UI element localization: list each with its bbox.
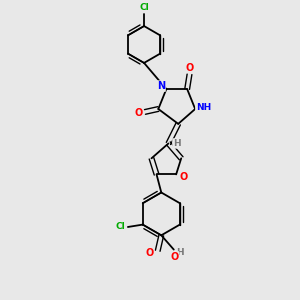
Text: NH: NH (196, 103, 211, 112)
Text: H: H (176, 248, 184, 257)
Text: O: O (170, 252, 178, 262)
Text: Cl: Cl (139, 3, 149, 12)
Text: O: O (134, 108, 142, 118)
Text: N: N (157, 81, 165, 91)
Text: H: H (173, 139, 181, 148)
Text: O: O (179, 172, 188, 182)
Text: O: O (186, 63, 194, 73)
Text: O: O (145, 248, 154, 258)
Text: Cl: Cl (116, 223, 125, 232)
